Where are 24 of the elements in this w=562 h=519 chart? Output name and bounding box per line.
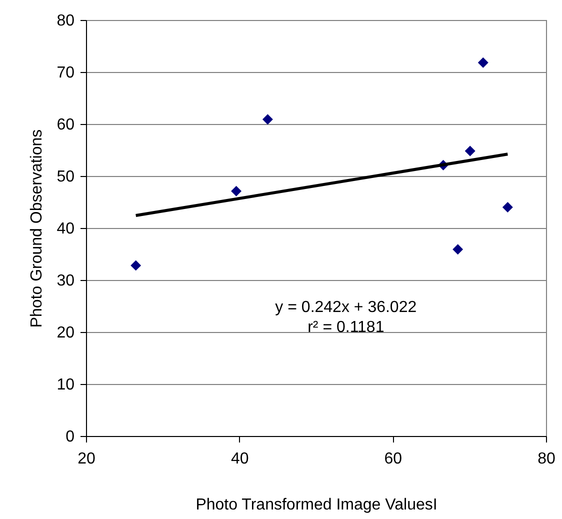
point	[478, 57, 488, 68]
y-tick-label: 60	[56, 116, 75, 134]
x-tick-label: 60	[384, 450, 402, 468]
y-axis-title: Photo Ground Observations	[28, 129, 46, 328]
point	[231, 186, 242, 196]
point	[464, 146, 476, 156]
x-tick-label: 80	[538, 450, 556, 468]
point	[502, 202, 513, 212]
annotation: r² = 0.1181	[308, 319, 384, 336]
y-tick-label: 40	[56, 220, 75, 238]
y-tick-label: 80	[56, 12, 75, 30]
point	[262, 114, 273, 125]
y-tick-label: 50	[56, 168, 75, 186]
y-tick-label: 0	[66, 428, 75, 446]
x-tick-label: 40	[230, 450, 249, 468]
x-tick-label: 20	[78, 450, 96, 468]
point	[452, 244, 464, 255]
point	[130, 260, 142, 271]
x-axis-title: Photo Transformed Image ValuesI	[196, 496, 438, 514]
y-tick-label: 30	[56, 272, 75, 290]
y-tick-label: 20	[56, 324, 75, 342]
y-tick-label: 10	[56, 376, 75, 394]
y-tick-label: 70	[56, 64, 75, 82]
annotation: y = 0.242x + 36.022	[275, 299, 417, 316]
